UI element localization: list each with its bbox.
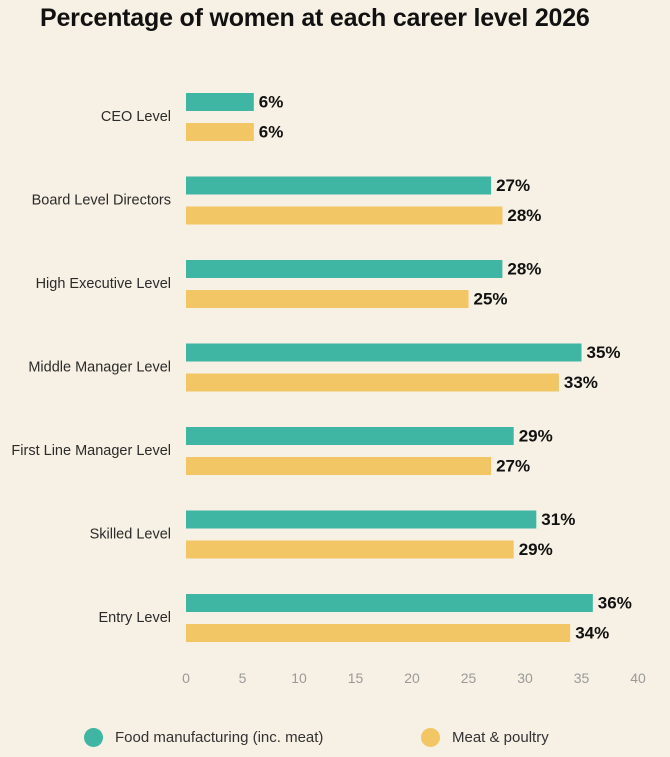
bar-ceo-level-food-manufacturing [186, 93, 254, 111]
bar-first-line-manager-level-food-manufacturing [186, 427, 514, 445]
data-label-entry-level-meat-poultry: 34% [575, 624, 609, 643]
labels-layer: CEO Level 6% 6% Board Level Directors 27% 28%… [11, 93, 631, 643]
x-tick-label-15: 15 [348, 670, 364, 686]
x-tick-label-20: 20 [404, 670, 420, 686]
data-label-high-executive-level-food-manufacturing: 28% [507, 260, 541, 279]
data-label-board-level-directors-food-manufacturing: 27% [496, 176, 530, 195]
x-tick-label-40: 40 [630, 670, 646, 686]
legend-item-food-manufacturing: Food manufacturing (inc. meat) [84, 728, 323, 747]
bar-high-executive-level-meat-poultry [186, 290, 469, 308]
data-label-middle-manager-level-meat-poultry: 33% [564, 373, 598, 392]
bar-entry-level-food-manufacturing [186, 594, 593, 612]
bar-middle-manager-level-meat-poultry [186, 373, 559, 392]
category-label-entry-level: Entry Level [98, 610, 171, 626]
bar-skilled-level-food-manufacturing [186, 510, 537, 529]
data-label-ceo-level-meat-poultry: 6% [259, 123, 284, 142]
x-axis: 0 5 10 15 20 25 30 35 40 [182, 670, 646, 686]
category-label-skilled-level: Skilled Level [90, 527, 171, 543]
x-tick-label-10: 10 [291, 670, 307, 686]
bar-first-line-manager-level-meat-poultry [186, 457, 492, 475]
category-label-high-executive-level: High Executive Level [36, 276, 171, 292]
category-label-middle-manager-level: Middle Manager Level [28, 360, 171, 376]
bar-chart: CEO Level 6% 6% Board Level Directors 27% 28%… [11, 93, 646, 687]
x-tick-label-0: 0 [182, 670, 190, 686]
legend-label-food-manufacturing: Food manufacturing (inc. meat) [115, 729, 324, 746]
bars-layer [186, 93, 593, 642]
chart-title: Percentage of women at each career level… [40, 4, 590, 32]
legend-label-meat-poultry: Meat & poultry [452, 729, 549, 746]
bar-skilled-level-meat-poultry [186, 540, 514, 559]
legend-swatch-food-manufacturing [84, 728, 103, 747]
legend: Food manufacturing (inc. meat) Meat & po… [0, 728, 670, 756]
x-tick-label-25: 25 [461, 670, 477, 686]
category-label-board-level-directors: Board Level Directors [32, 193, 171, 209]
x-tick-label-35: 35 [574, 670, 590, 686]
bar-board-level-directors-meat-poultry [186, 206, 503, 225]
bar-middle-manager-level-food-manufacturing [186, 343, 582, 362]
x-tick-label-5: 5 [239, 670, 247, 686]
bar-high-executive-level-food-manufacturing [186, 260, 503, 278]
x-tick-label-30: 30 [517, 670, 533, 686]
data-label-entry-level-food-manufacturing: 36% [598, 594, 632, 613]
bar-board-level-directors-food-manufacturing [186, 176, 492, 195]
data-label-ceo-level-food-manufacturing: 6% [259, 93, 284, 112]
data-label-first-line-manager-level-food-manufacturing: 29% [519, 427, 553, 446]
data-label-skilled-level-meat-poultry: 29% [519, 540, 553, 559]
data-label-first-line-manager-level-meat-poultry: 27% [496, 457, 530, 476]
bar-entry-level-meat-poultry [186, 624, 571, 642]
category-label-ceo-level: CEO Level [101, 109, 171, 125]
data-label-board-level-directors-meat-poultry: 28% [507, 206, 541, 225]
legend-swatch-meat-poultry [421, 728, 440, 747]
legend-item-meat-poultry: Meat & poultry [421, 728, 549, 747]
category-label-first-line-manager-level: First Line Manager Level [11, 443, 171, 459]
data-label-skilled-level-food-manufacturing: 31% [541, 510, 575, 529]
data-label-high-executive-level-meat-poultry: 25% [474, 290, 508, 309]
bar-ceo-level-meat-poultry [186, 123, 254, 141]
data-label-middle-manager-level-food-manufacturing: 35% [587, 343, 621, 362]
